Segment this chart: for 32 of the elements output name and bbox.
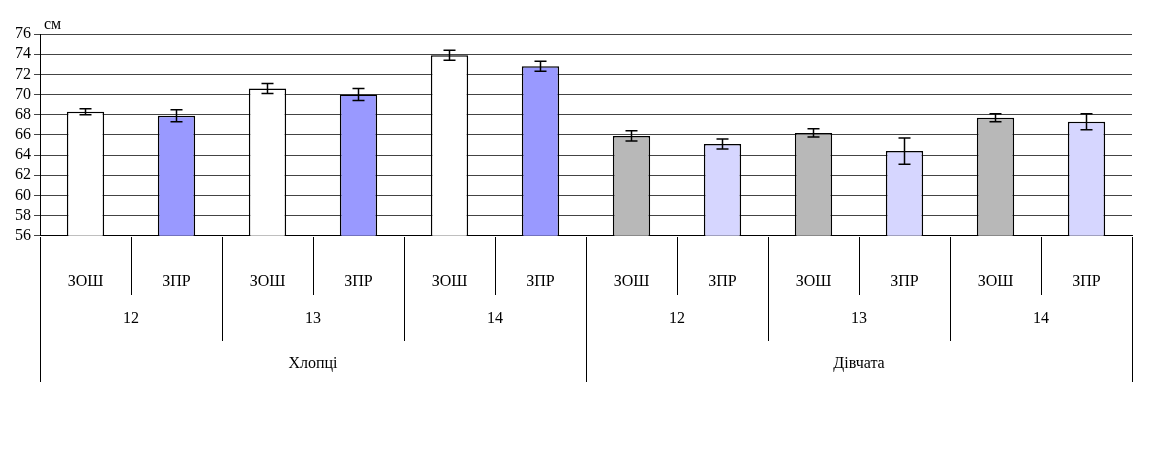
x-tick-label: ЗПР — [708, 271, 737, 289]
y-tick-label: 60 — [15, 185, 31, 203]
x-tick-label: ЗПР — [1072, 271, 1101, 289]
x-tick-label: ЗОШ — [977, 271, 1014, 289]
text: 13 — [851, 309, 867, 326]
x-tick-label: ЗОШ — [249, 271, 286, 289]
y-tick-label: 58 — [15, 205, 31, 223]
y-axis-title: см — [44, 15, 62, 33]
y-tick-label: 56 — [15, 226, 31, 243]
x-tick-label: ЗОШ — [67, 271, 104, 289]
x-tick-label: ЗПР — [162, 271, 191, 289]
y-tick-label: 76 — [15, 24, 31, 42]
text: Хлопці — [288, 354, 339, 372]
text: 12 — [123, 309, 139, 326]
x-tick-label: ЗПР — [526, 271, 555, 289]
y-tick-label: 66 — [15, 125, 31, 143]
y-tick-label: 74 — [15, 44, 31, 62]
x-tick-label: ЗОШ — [431, 271, 468, 289]
x-tick-label: ЗПР — [890, 271, 919, 289]
text: 13 — [305, 309, 321, 326]
y-tick-label: 70 — [15, 84, 31, 102]
x-tick-label: ЗОШ — [613, 271, 650, 289]
x-tick-label: ЗПР — [344, 271, 373, 289]
y-tick-label: 68 — [15, 104, 31, 122]
text: 14 — [487, 309, 503, 326]
y-tick-label: 64 — [15, 145, 31, 163]
y-tick-label: 72 — [15, 64, 31, 82]
text: 14 — [1033, 309, 1049, 326]
text: 12 — [669, 309, 685, 326]
x-tick-label: ЗОШ — [795, 271, 832, 289]
text: Дівчата — [833, 354, 885, 372]
y-tick-label: 62 — [15, 165, 31, 183]
